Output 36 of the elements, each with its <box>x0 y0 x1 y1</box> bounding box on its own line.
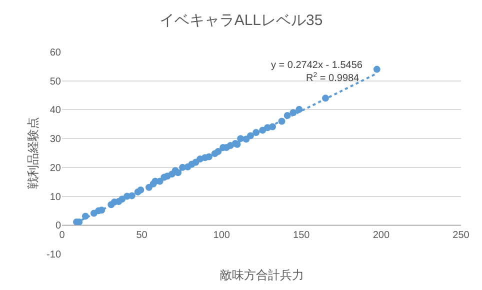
annotation: y = 0.2742x - 1.5456 <box>271 60 363 71</box>
y-tick-label: 20 <box>50 162 62 174</box>
y-axis-title: 戦利品経験点 <box>26 117 40 189</box>
x-axis-title: 敵味方合計兵力 <box>220 268 304 282</box>
point <box>252 129 260 136</box>
y-tick-label: 30 <box>50 134 62 146</box>
point <box>322 94 329 102</box>
y-tick-label: 50 <box>50 76 62 88</box>
point <box>137 186 144 194</box>
x-tick-label: 150 <box>293 230 310 242</box>
x-tick-label: 200 <box>372 230 390 242</box>
point <box>296 106 303 113</box>
point <box>269 123 276 130</box>
x-tick-label: 100 <box>213 230 230 242</box>
x-tick-label: 250 <box>452 230 470 242</box>
point <box>205 153 212 160</box>
y-tick-label: 0 <box>55 220 62 232</box>
point <box>373 66 380 73</box>
point <box>237 135 244 142</box>
x-tick-label: 50 <box>136 230 148 242</box>
point <box>128 192 136 200</box>
point <box>278 118 286 125</box>
point <box>118 196 126 203</box>
point <box>284 112 291 119</box>
point <box>214 148 222 156</box>
point <box>82 212 89 220</box>
annotation: R$^{2}$ = 0.9984 <box>306 72 360 84</box>
point <box>246 132 254 140</box>
y-tick-label: 40 <box>50 105 62 116</box>
point <box>174 169 182 176</box>
point <box>290 109 297 116</box>
point <box>98 206 106 214</box>
y-tick-label: 10 <box>50 192 62 203</box>
y-tick-label: 60 <box>50 48 62 58</box>
y-tick-label: -10 <box>46 250 62 260</box>
chart-title: イベキャラALLレベル35 <box>159 12 323 29</box>
